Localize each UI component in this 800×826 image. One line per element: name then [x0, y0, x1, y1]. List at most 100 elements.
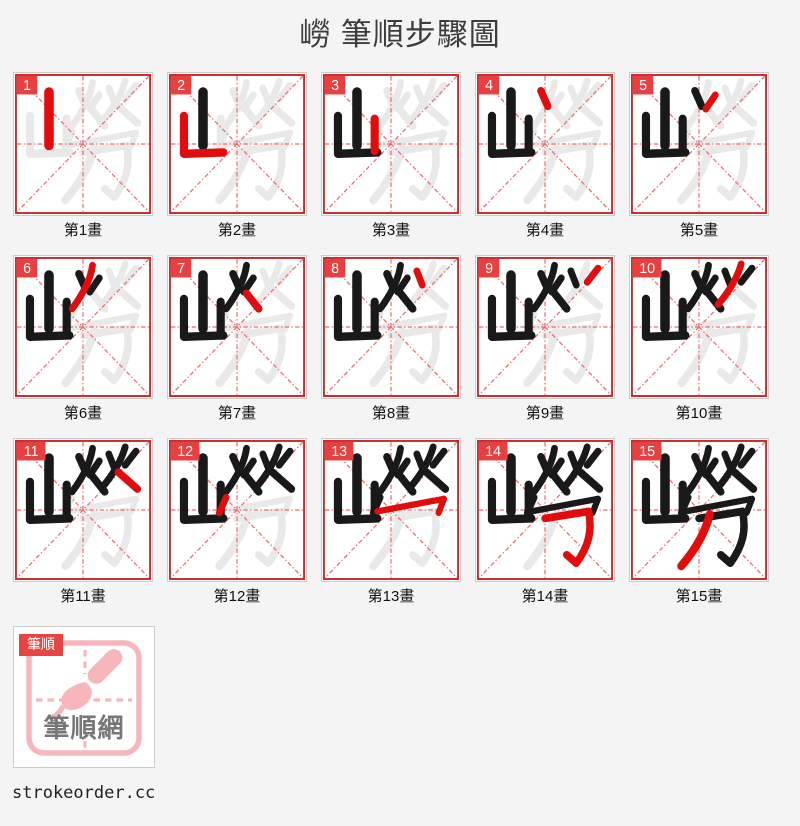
stroke-cell: 9: [475, 255, 615, 399]
cell-frame: [631, 257, 767, 397]
svg-text:11: 11: [24, 444, 39, 460]
stroke-step-label: 第9畫: [525, 405, 565, 422]
stroke-step-label: 第1畫: [63, 222, 103, 239]
stroke-cell: 11: [13, 438, 153, 582]
stroke-step: 14 第14畫: [475, 438, 615, 606]
current-stroke: [242, 289, 263, 313]
stroke-number-badge: 15: [632, 441, 662, 461]
brush-handle: [87, 649, 123, 684]
cell-frame: [15, 74, 151, 214]
stroke-diagram: 9: [477, 257, 613, 397]
current-stroke: [68, 261, 96, 313]
stroke-step: 4 第4畫: [475, 72, 615, 240]
stroke-diagram: 3: [323, 74, 459, 214]
cell-frame: [323, 440, 459, 580]
cell-frame: [323, 257, 459, 397]
cell-frame: [323, 74, 459, 214]
brush-icon: [49, 649, 123, 717]
stroke-diagram: 7: [169, 257, 305, 397]
current-stroke: [583, 264, 602, 286]
stroke-diagram: 4: [477, 74, 613, 214]
stroke-step-label: 第5畫: [679, 222, 719, 239]
stroke-cell: 14: [475, 438, 615, 582]
stroke-number-badge: 10: [632, 258, 662, 278]
stroke-step-label: 第7畫: [217, 405, 257, 422]
cell-frame: [15, 440, 151, 580]
cell-frame: [477, 440, 613, 580]
current-stroke: [374, 495, 448, 516]
stroke-number-badge: 9: [478, 258, 500, 278]
done-strokes: [487, 87, 536, 158]
current-stroke: [114, 468, 142, 493]
svg-text:4: 4: [485, 78, 493, 94]
guide-lines: [170, 75, 304, 213]
current-stroke: [537, 86, 552, 111]
stroke-diagram: 11: [15, 440, 151, 580]
stroke-step: 6 第6畫: [13, 255, 153, 423]
stroke-number-badge: 2: [170, 75, 192, 95]
cell-frame: [477, 74, 613, 214]
svg-text:2: 2: [177, 78, 185, 94]
done-strokes: [25, 443, 140, 524]
stroke-number-badge: 14: [478, 441, 508, 461]
stroke-cell: 10: [629, 255, 769, 399]
svg-text:9: 9: [485, 261, 493, 277]
stroke-step-label: 第10畫: [675, 405, 723, 422]
stroke-diagram: 2: [169, 74, 305, 214]
stroke-step-label: 第2畫: [217, 222, 257, 239]
done-strokes: [487, 443, 604, 524]
stroke-diagram: 10: [631, 257, 767, 397]
stroke-number-badge: 11: [16, 441, 46, 461]
stroke-step: 9 第9畫: [475, 255, 615, 423]
cell-frame: [169, 257, 305, 397]
stroke-step-label: 第8畫: [371, 405, 411, 422]
page-title: 嶗 筆順步驟圖: [299, 17, 501, 52]
stroke-step-label: 第15畫: [675, 588, 723, 605]
svg-text:3: 3: [331, 78, 339, 94]
stroke-cell: 3: [321, 72, 461, 216]
cell-frame: [15, 257, 151, 397]
done-strokes: [179, 261, 257, 341]
stroke-step-label: 第4畫: [525, 222, 565, 239]
current-stroke: [677, 510, 714, 571]
stroke-diagram: 12: [169, 440, 305, 580]
current-stroke: [714, 260, 745, 309]
cell-frame: [477, 257, 613, 397]
done-strokes: [333, 261, 417, 341]
brush-head: [61, 682, 92, 711]
stroke-number-badge: 12: [170, 441, 200, 461]
done-strokes: [641, 443, 758, 568]
done-strokes: [25, 269, 103, 341]
guide-lines: [324, 75, 458, 213]
stroke-number-badge: 3: [324, 75, 346, 95]
stroke-step: 7 第7畫: [167, 255, 307, 423]
stroke-cell: 6: [13, 255, 153, 399]
stroke-number-badge: 5: [632, 75, 654, 95]
stroke-cell: 8: [321, 255, 461, 399]
brush-logo-icon: 筆順網: [26, 640, 142, 756]
svg-text:6: 6: [23, 261, 31, 277]
stroke-number-badge: 6: [16, 258, 38, 278]
stroke-step: 15 第15畫: [629, 438, 769, 606]
stroke-diagram: 13: [323, 440, 459, 580]
done-strokes: [487, 261, 580, 341]
stroke-step-label: 第11畫: [60, 588, 106, 605]
stroke-cell: 15: [629, 438, 769, 582]
stroke-number-badge: 1: [16, 75, 38, 95]
stroke-step: 8 第8畫: [321, 255, 461, 423]
svg-text:5: 5: [639, 78, 647, 94]
logo-name: 筆順網: [43, 713, 124, 743]
svg-text:14: 14: [485, 444, 501, 460]
done-strokes: [641, 261, 756, 341]
done-strokes: [641, 86, 706, 158]
cell-frame: [631, 440, 767, 580]
stroke-step: 3 第3畫: [321, 72, 461, 240]
brush-tail: [49, 704, 65, 717]
stroke-diagram: 15: [631, 440, 767, 580]
stroke-number-badge: 8: [324, 258, 346, 278]
site-url: strokeorder.cc: [12, 783, 156, 803]
stroke-step: 1 第1畫: [13, 72, 153, 240]
stroke-number-badge: 4: [478, 75, 500, 95]
svg-text:7: 7: [177, 261, 185, 277]
site-logo[interactable]: 筆順 筆順網: [13, 626, 155, 768]
